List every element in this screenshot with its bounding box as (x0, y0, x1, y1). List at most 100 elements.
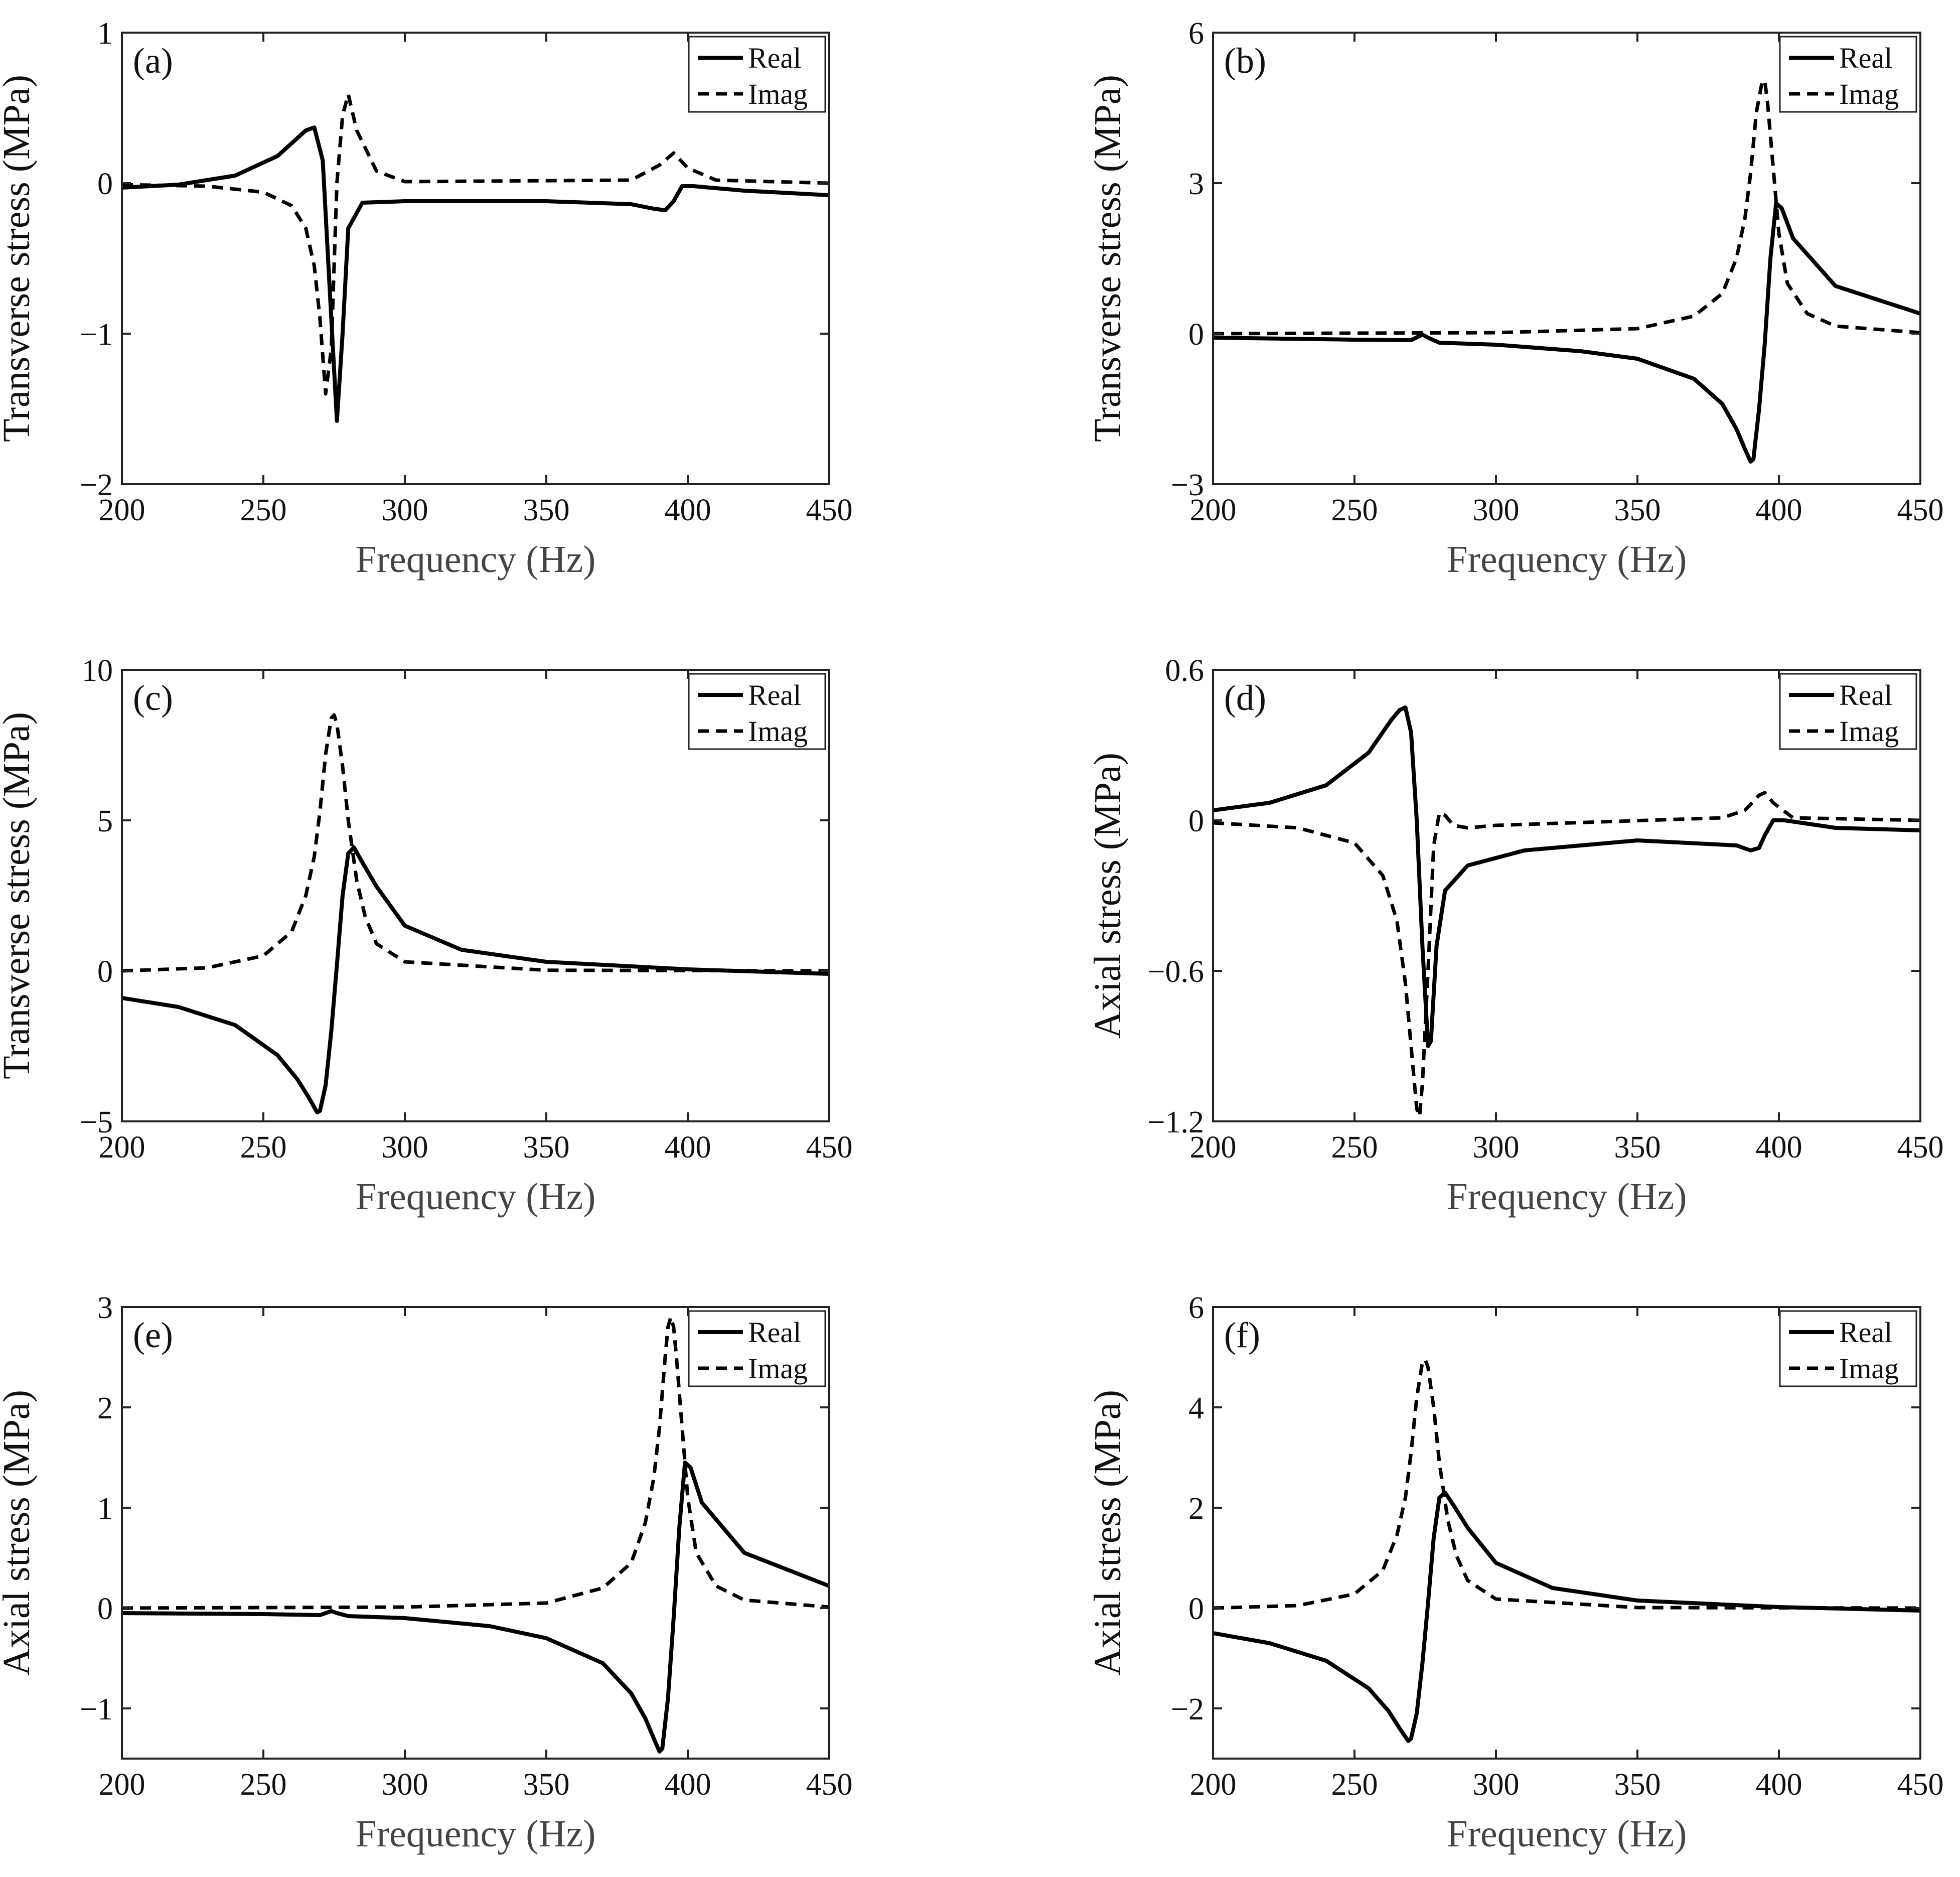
panel-b-xtick-label: 450 (1897, 493, 1944, 527)
panel-f-legend-label-imag: Imag (1839, 1352, 1899, 1385)
panel-b-series-imag-line (1213, 78, 1920, 336)
panel-b-ytick-label: 0 (1188, 318, 1204, 352)
panel-d-xlabel: Frequency (Hz) (1446, 1176, 1687, 1218)
panel-c-legend-label-real: Real (748, 679, 801, 711)
panel-d-ytick-label: −1.2 (1148, 1105, 1204, 1139)
panel-d-ylabel: Axial stress (MPa) (1087, 753, 1129, 1039)
panel-e-xtick-label: 250 (240, 1768, 287, 1802)
panel-a-ytick-label: 1 (97, 17, 113, 51)
panel-b-ytick-label: −3 (1171, 468, 1204, 502)
panel-b: 200 250 300 350 400 450 −3 0 3 6 Frequency (Hz) Tra… (1087, 17, 1944, 581)
panel-c-series-imag-line (122, 713, 829, 973)
panel-f-series-imag-line (1213, 1358, 1920, 1610)
panel-f-xtick-label: 250 (1331, 1768, 1378, 1802)
panel-b-axes-frame (1212, 32, 1921, 485)
panel-d-xtick-label: 400 (1756, 1130, 1802, 1165)
panel-a: 200 250 300 350 400 450 −2 −1 0 1 Frequency (Hz) Tr… (0, 17, 853, 581)
panel-d-xtick-label: 250 (1331, 1130, 1378, 1165)
panel-b-legend-label-real: Real (1839, 42, 1892, 74)
panel-a-xtick-label: 250 (240, 493, 287, 527)
panel-e: 200 250 300 350 400 450 −1 0 1 2 3 Frequency (Hz) Ax… (0, 1291, 853, 1855)
panel-a-panel-label: (a) (133, 41, 173, 81)
panel-e-xtick-label: 300 (382, 1768, 428, 1802)
panel-e-ytick-label: 2 (97, 1391, 113, 1425)
panel-c-ytick-label: 5 (97, 804, 113, 838)
panel-b-xtick-label: 250 (1331, 493, 1378, 527)
panel-a-series-real-line (122, 125, 829, 423)
panel-d-ytick-label: 0.6 (1165, 654, 1204, 688)
panel-c-ytick-label: 0 (97, 955, 113, 989)
panel-f-xtick-label: 300 (1473, 1768, 1520, 1802)
panel-f-legend-box (1779, 1310, 1917, 1387)
panel-f-ytick-label: 0 (1188, 1592, 1204, 1626)
panel-c-xtick-label: 450 (806, 1130, 853, 1165)
panel-e-ylabel: Axial stress (MPa) (0, 1390, 38, 1676)
panel-a-axes-frame (121, 32, 830, 485)
panel-b-ytick-label: 6 (1188, 17, 1204, 51)
panel-a-ytick-label: 0 (97, 167, 113, 201)
panel-e-ytick-label: 0 (97, 1592, 113, 1626)
panel-e-series-imag-line (122, 1315, 829, 1610)
panel-b-ytick-label: 3 (1188, 167, 1204, 201)
panel-e-legend-box (688, 1310, 826, 1387)
panel-e-series-real-line (122, 1461, 829, 1754)
panel-c-xtick-label: 300 (382, 1130, 428, 1165)
panel-a-xtick-label: 200 (99, 493, 145, 527)
panel-c-xtick-label: 400 (665, 1130, 711, 1165)
panel-f-xtick-label: 400 (1756, 1768, 1802, 1802)
panel-a-ylabel: Transverse stress (MPa) (0, 75, 38, 442)
panel-f-xtick-label: 200 (1190, 1768, 1237, 1802)
panel-f-ytick-label: 4 (1188, 1391, 1204, 1425)
panel-a-ytick-label: −2 (80, 468, 113, 502)
panel-b-xtick-label: 200 (1190, 493, 1237, 527)
panel-f-ylabel: Axial stress (MPa) (1087, 1390, 1129, 1676)
panel-c-panel-label: (c) (133, 678, 173, 718)
panel-d-series-imag-line (1213, 791, 1920, 1118)
panel-a-legend-box (688, 36, 826, 113)
panel-d-series-real-line (1213, 705, 1920, 1048)
panel-b-series-real-line (1213, 201, 1920, 464)
panel-d-panel-label: (d) (1224, 678, 1266, 718)
panel-c-legend-box (688, 673, 826, 750)
panel-f-panel-label: (f) (1224, 1315, 1260, 1355)
panel-b-legend: Real Imag (1779, 36, 1917, 113)
panel-c-series-real-line (122, 845, 829, 1114)
panel-e-xtick-label: 350 (523, 1768, 570, 1802)
panel-c-xtick-label: 200 (99, 1130, 145, 1165)
panel-a-xtick-label: 300 (382, 493, 428, 527)
panel-c: 200 250 300 350 400 450 −5 0 5 10 Frequency (Hz) Tr… (0, 654, 853, 1218)
panel-f-xtick-label: 350 (1614, 1768, 1661, 1802)
panel-b-xtick-label: 300 (1473, 493, 1520, 527)
panel-e-panel-label: (e) (133, 1315, 173, 1355)
panel-e-ytick-label: 1 (97, 1492, 113, 1526)
panel-d-legend-label-imag: Imag (1839, 715, 1899, 748)
panel-d-axes-frame (1212, 669, 1921, 1122)
panel-c-xtick-label: 250 (240, 1130, 287, 1165)
panel-f-xlabel: Frequency (Hz) (1446, 1813, 1687, 1855)
panel-b-panel-label: (b) (1224, 41, 1266, 81)
panel-a-xlabel: Frequency (Hz) (355, 538, 595, 581)
panel-a-series-imag-line (122, 92, 829, 396)
panel-b-xtick-label: 400 (1756, 493, 1802, 527)
panel-c-ylabel: Transverse stress (MPa) (0, 712, 38, 1079)
panel-e-legend-label-imag: Imag (748, 1352, 808, 1385)
panel-b-ylabel: Transverse stress (MPa) (1087, 75, 1129, 442)
panel-b-legend-label-imag: Imag (1839, 78, 1899, 110)
panel-a-xtick-label: 400 (665, 493, 711, 527)
panel-f-ytick-label: 6 (1188, 1291, 1204, 1325)
panel-f-ytick-label: −2 (1171, 1692, 1204, 1726)
panel-a-ytick-label: −1 (80, 318, 113, 352)
panel-d-legend-label-real: Real (1839, 679, 1892, 711)
panel-e-ytick-label: 3 (97, 1291, 113, 1325)
panel-c-legend: Real Imag (688, 673, 826, 750)
panel-a-legend: Real Imag (688, 36, 826, 113)
panel-a-legend-label-real: Real (748, 42, 801, 74)
panel-f-legend-label-real: Real (1839, 1316, 1892, 1349)
panel-a-xtick-label: 450 (806, 493, 853, 527)
panel-f-xtick-label: 450 (1897, 1768, 1944, 1802)
panel-e-legend-label-real: Real (748, 1316, 801, 1349)
panel-e-axes-frame (121, 1306, 830, 1760)
panel-d-xtick-label: 450 (1897, 1130, 1944, 1165)
panel-a-xtick-label: 350 (523, 493, 570, 527)
